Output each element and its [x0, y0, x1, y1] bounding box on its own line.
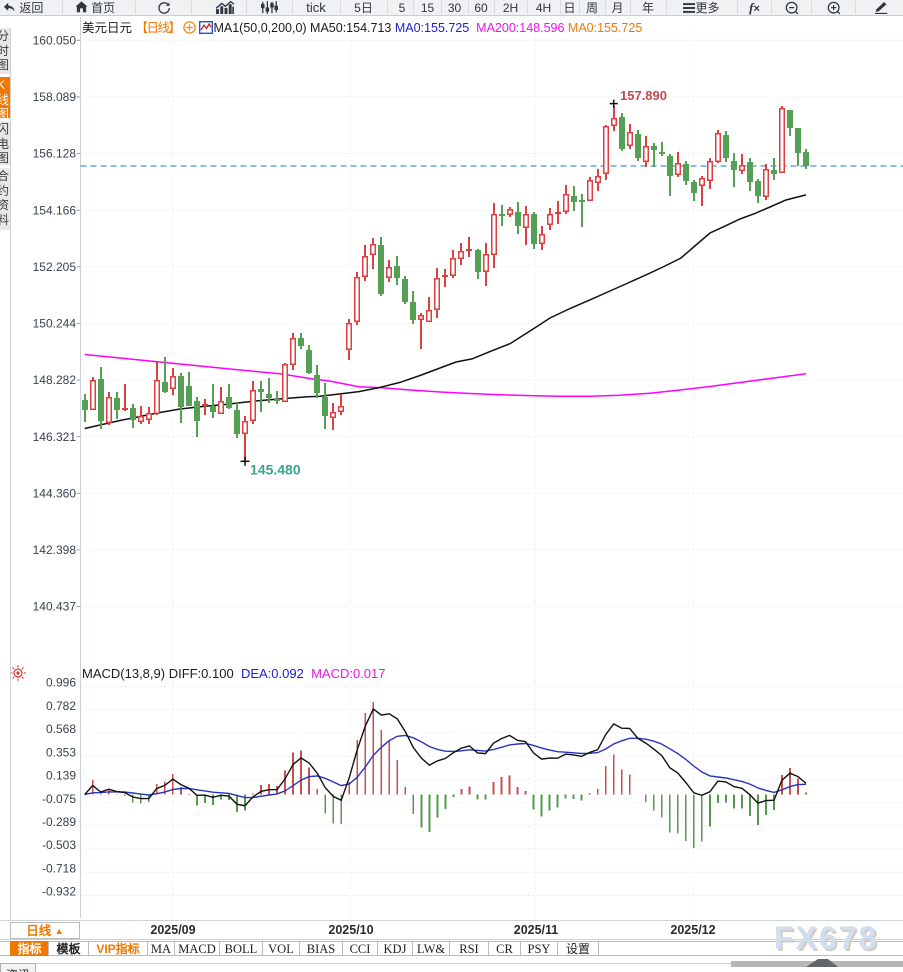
svg-text:158.089: 158.089	[33, 90, 77, 104]
svg-text:-0.289: -0.289	[42, 815, 76, 829]
svg-text:146.321: 146.321	[33, 430, 77, 444]
svg-text:-0.075: -0.075	[42, 792, 76, 806]
svg-text:154.166: 154.166	[33, 203, 77, 217]
svg-text:0.568: 0.568	[46, 722, 76, 736]
svg-text:150.244: 150.244	[33, 317, 77, 331]
svg-text:145.480: 145.480	[250, 462, 301, 478]
svg-text:148.282: 148.282	[33, 373, 77, 387]
svg-text:157.890: 157.890	[620, 88, 667, 103]
svg-text:0.782: 0.782	[46, 699, 76, 713]
svg-text:142.398: 142.398	[33, 543, 77, 557]
svg-text:-0.718: -0.718	[42, 862, 76, 876]
svg-text:140.437: 140.437	[33, 600, 77, 614]
svg-text:0.139: 0.139	[46, 769, 76, 783]
svg-text:152.205: 152.205	[33, 260, 77, 274]
svg-text:0.353: 0.353	[46, 745, 76, 759]
svg-text:-0.503: -0.503	[42, 838, 76, 852]
svg-text:160.050: 160.050	[33, 34, 77, 48]
svg-text:0.996: 0.996	[46, 676, 76, 690]
svg-text:156.128: 156.128	[33, 147, 77, 161]
svg-text:144.360: 144.360	[33, 487, 77, 501]
svg-text:-0.932: -0.932	[42, 885, 76, 899]
